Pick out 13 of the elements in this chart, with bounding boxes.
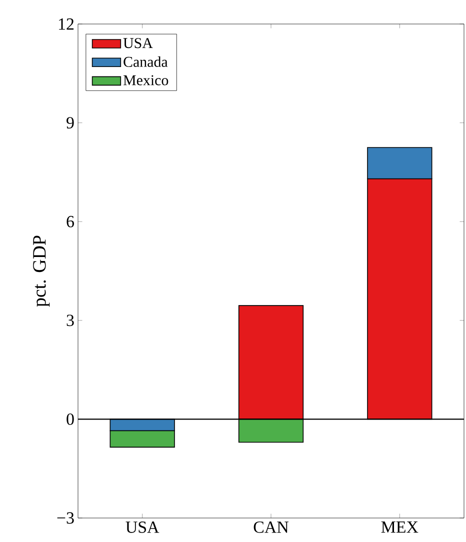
legend-label: Mexico [123, 75, 168, 86]
legend-label: Canada [124, 56, 168, 67]
y-tick-label: 3 [66, 314, 74, 326]
legend-label: USA [123, 38, 153, 48]
y-tick-label: −3 [57, 512, 74, 524]
y-tick-label: 9 [66, 117, 74, 128]
y-tick-label: 0 [66, 413, 74, 425]
x-tick-label: USA [126, 522, 160, 533]
y-axis-title: pct. GDP [33, 236, 50, 307]
y-tick-label: 6 [66, 216, 74, 228]
x-tick-label: MEX [381, 522, 418, 533]
x-tick-label: CAN [254, 522, 288, 533]
y-tick-label: 12 [59, 18, 74, 30]
